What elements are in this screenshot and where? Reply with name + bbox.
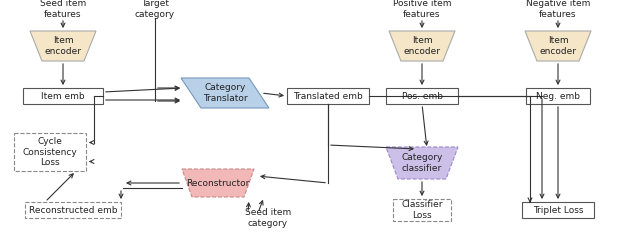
Bar [14,133,86,171]
Text: Item emb: Item emb [41,92,85,101]
Text: Cycle
Consistency
Loss: Cycle Consistency Loss [22,137,77,167]
Text: Positive item
features: Positive item features [393,0,451,19]
Text: Reconstructed emb: Reconstructed emb [29,206,117,215]
Text: Item
encoder: Item encoder [45,36,81,56]
Text: Pos. emb: Pos. emb [401,92,442,101]
Text: Negative item
features: Negative item features [526,0,590,19]
Text: Classifier
Loss: Classifier Loss [401,200,443,220]
Text: Seed item
category: Seed item category [245,208,291,228]
Text: Item
encoder: Item encoder [540,36,577,56]
Polygon shape [182,169,254,197]
Bar [386,88,458,104]
Polygon shape [525,31,591,61]
Text: Category
classifier: Category classifier [401,153,443,173]
Polygon shape [389,31,455,61]
Bar [23,88,103,104]
Text: Seed item
features: Seed item features [40,0,86,19]
Text: Translated emb: Translated emb [293,92,363,101]
Polygon shape [30,31,96,61]
Polygon shape [181,78,269,108]
Bar [25,202,121,218]
Text: Reconstructor: Reconstructor [186,179,250,188]
Text: Target
category: Target category [135,0,175,19]
Text: Neg. emb: Neg. emb [536,92,580,101]
Text: Triplet Loss: Triplet Loss [532,206,583,215]
Bar [526,88,590,104]
Bar [287,88,369,104]
Bar [393,199,451,221]
Bar [522,202,594,218]
Text: Category
Translator: Category Translator [203,83,247,103]
Polygon shape [386,147,458,179]
Text: Item
encoder: Item encoder [403,36,440,56]
